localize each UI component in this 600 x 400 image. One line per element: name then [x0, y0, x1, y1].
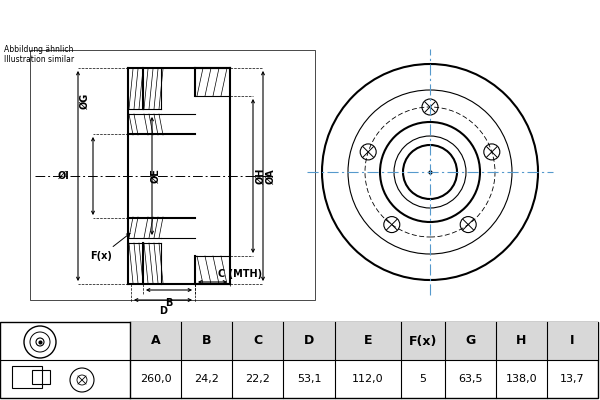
Text: ØI: ØI: [58, 171, 70, 181]
Text: ØG: ØG: [80, 93, 90, 109]
Text: ØH: ØH: [256, 168, 266, 184]
Bar: [30, 50, 315, 300]
Text: C (MTH): C (MTH): [218, 269, 262, 279]
Text: 112,0: 112,0: [352, 374, 383, 384]
Text: H: H: [516, 334, 526, 348]
Text: ØA: ØA: [266, 168, 276, 184]
Text: 63,5: 63,5: [458, 374, 482, 384]
Text: D: D: [159, 306, 167, 316]
Text: 260,0: 260,0: [140, 374, 172, 384]
Text: 13,7: 13,7: [560, 374, 585, 384]
Text: B: B: [202, 334, 211, 348]
Text: F(x): F(x): [90, 233, 130, 261]
Text: 424121: 424121: [391, 6, 473, 26]
Text: 53,1: 53,1: [297, 374, 321, 384]
Text: 24,2: 24,2: [194, 374, 219, 384]
Text: D: D: [304, 334, 314, 348]
Text: E: E: [364, 334, 372, 348]
Text: ØE: ØE: [151, 168, 161, 184]
Text: I: I: [570, 334, 575, 348]
Text: F(x): F(x): [409, 334, 437, 348]
Bar: [12, 366, 42, 388]
Bar: [130, 322, 598, 360]
Text: 22,2: 22,2: [245, 374, 271, 384]
Text: 138,0: 138,0: [505, 374, 537, 384]
Text: A: A: [151, 334, 160, 348]
Text: 24.0124-0121.1: 24.0124-0121.1: [166, 6, 338, 26]
Text: G: G: [465, 334, 475, 348]
Bar: [32, 370, 50, 384]
Text: B: B: [166, 298, 173, 308]
Text: C: C: [253, 334, 262, 348]
Text: Illustration similar: Illustration similar: [4, 55, 74, 64]
Text: 5: 5: [419, 374, 427, 384]
Text: Abbildung ähnlich: Abbildung ähnlich: [4, 45, 73, 54]
